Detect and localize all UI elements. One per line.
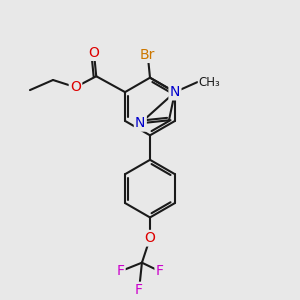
Text: F: F [135, 283, 143, 297]
Text: F: F [156, 264, 164, 278]
Text: O: O [88, 46, 99, 60]
Text: F: F [116, 264, 124, 278]
Text: N: N [170, 85, 180, 99]
Text: O: O [145, 231, 155, 245]
Text: Br: Br [140, 48, 155, 62]
Text: N: N [135, 116, 146, 130]
Text: CH₃: CH₃ [199, 76, 220, 88]
Text: O: O [70, 80, 81, 94]
